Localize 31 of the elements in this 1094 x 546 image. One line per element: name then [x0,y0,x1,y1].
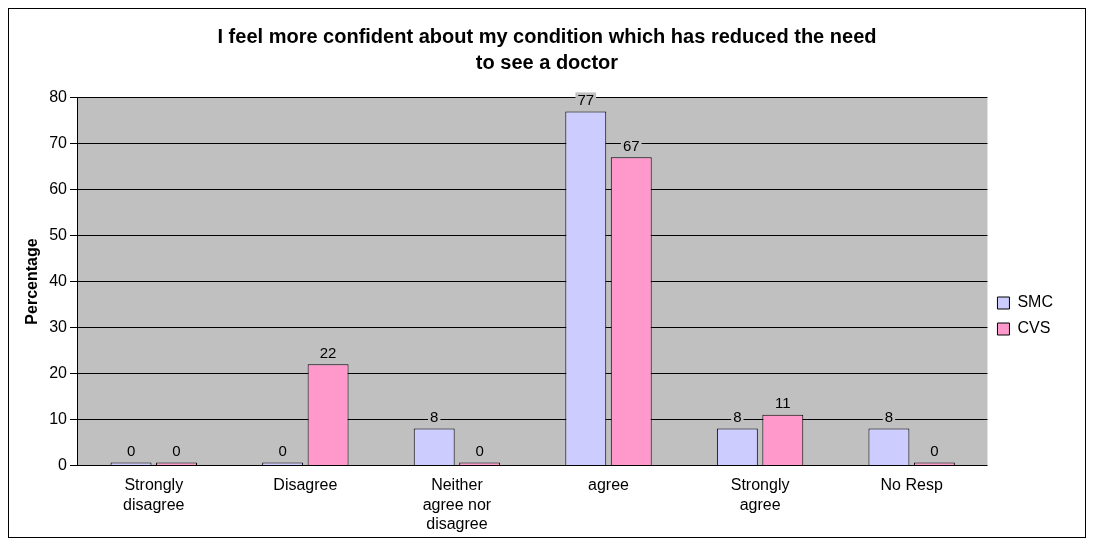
data-label: 67 [622,137,640,155]
y-axis-title: Percentage [23,238,41,325]
x-tick-label: Disagree [273,476,338,494]
legend-label: CVS [1017,319,1051,337]
data-label: 8 [733,408,742,426]
data-label: 11 [775,394,791,412]
data-label: 0 [278,442,287,460]
x-tick-label: Strongly agree [730,476,790,513]
data-label: 0 [126,442,136,460]
y-tick-label: 20 [49,363,68,381]
y-tick-label: 10 [49,409,68,427]
data-label: 0 [930,442,939,460]
y-tick-label: 70 [49,133,68,151]
chart-title: I feel more confident about my condition which has reduced the need to see a doctor [216,24,878,75]
x-tick-label: Strongly disagree [123,476,185,513]
data-label: 0 [475,442,484,460]
data-label: 8 [430,408,439,426]
x-tick-label: agree [588,476,630,494]
x-tick-label: Neither agree nor disagree [422,476,492,532]
y-tick-label: 0 [58,455,68,473]
data-label: 0 [172,442,181,460]
y-tick-label: 30 [49,317,68,335]
y-tick-label: 60 [49,179,68,197]
y-tick-label: 40 [49,271,68,289]
data-label: 77 [577,91,595,109]
y-tick-label: 50 [49,225,68,243]
y-tick-label: 80 [49,88,68,106]
data-label: 8 [884,408,894,426]
data-label: 22 [319,343,337,361]
x-tick-label: No Resp [880,476,943,494]
legend-label: SMC [1017,293,1054,311]
